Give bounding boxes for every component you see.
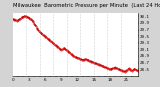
Text: Milwaukee  Barometric Pressure per Minute  (Last 24 Hours): Milwaukee Barometric Pressure per Minute…: [13, 3, 160, 8]
